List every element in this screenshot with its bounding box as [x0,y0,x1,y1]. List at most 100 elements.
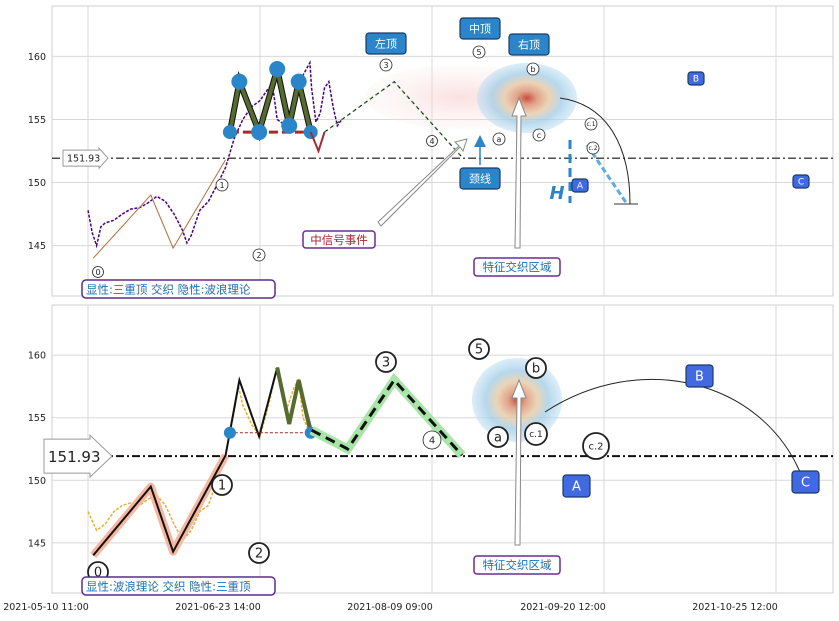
bottom-b-label: B [695,370,704,385]
top-middle-top-label-box [459,17,501,40]
top-wave-label-4: 4 [429,137,434,146]
bottom-pattern-point [223,426,236,439]
top-plot-area [51,5,834,297]
top-wave-label-0: 0 [95,268,100,277]
top-wave-label-c2: c.2 [588,145,597,152]
top-right-top-label: 右顶 [518,37,540,51]
top-wave-label-2-circle [252,248,266,262]
bottom-wave-label-4-circle [422,430,442,450]
bottom-wave-label-c2-circle [582,432,610,460]
top-b-label: B [693,75,699,85]
top-ytick-150: 150 [28,178,46,189]
top-wave-label-a-circle [492,132,506,146]
top-wave-label-0-circle [92,266,104,278]
top-wave-label-b: b [530,65,535,74]
bottom-c-label-box [791,470,820,494]
top-interleave-blob [477,63,577,133]
top-a-label: A [577,182,584,192]
top-left-top-label: 左顶 [375,37,397,50]
bottom-wave-label-b-circle [525,357,547,379]
top-signal-event-label: 中信号事件 [310,233,368,247]
bottom-reference-label-shape [43,433,113,479]
top-price-line [87,60,343,249]
bottom-zone-label: 特征交织区域 [483,558,552,572]
bottom-c-label: C [801,476,810,491]
top-zone-label: 特征交织区域 [483,260,552,274]
bottom-wave-label-c2: c.2 [588,442,603,453]
bottom-triple-top-line [275,367,313,434]
top-caption: 显性:三重顶 交织 隐性:波浪理论 [86,283,251,297]
top-projection-short [309,131,326,154]
bottom-wave-label-1: 1 [218,479,226,494]
bottom-caption-box [81,576,276,596]
bottom-wave-label-1-circle [211,474,233,496]
top-pattern-point [269,61,286,78]
top-wave-label-c2-circle [586,141,600,155]
top-wave-label-3-circle [379,58,393,72]
top-wave-label-4-circle [426,135,438,147]
top-left-top-label-box [365,32,407,55]
top-middle-top-label: 中顶 [469,22,491,35]
top-pattern-point [231,73,248,90]
bottom-zone-box [473,555,561,575]
top-zone-arrow [511,96,527,249]
top-wave-label-c-circle [532,128,546,142]
top-wave-label-5-circle [472,45,486,59]
bottom-ytick-150: 150 [28,476,46,487]
top-caption-box [81,279,276,299]
top-reference-label-shape [62,146,109,170]
top-wave-label-1-circle [215,178,229,192]
x-tick-label-2: 2021-08-09 09:00 [347,602,433,613]
bottom-wave-label-a: a [494,431,502,446]
bottom-wave-label-c1: c.1 [529,430,543,440]
bottom-wave-label-3: 3 [382,356,390,371]
bottom-a-label: A [572,480,581,495]
top-reference-label: 151.93 [67,154,100,165]
bottom-reference-label: 151.93 [48,448,101,466]
top-a-label-box [571,178,589,193]
top-wave-label-b-circle [526,62,540,76]
top-pattern-point [251,124,268,141]
top-wave-label-3: 3 [383,61,388,70]
top-projection-dash-green [324,80,463,158]
bottom-wave-label-b: b [532,362,540,377]
x-tick-label-4: 2021-10-25 12:00 [692,602,778,613]
bottom-ytick-160: 160 [28,351,46,362]
bottom-ytick-145: 145 [28,538,46,549]
top-ytick-155: 155 [28,115,46,126]
bottom-zone-arrow [511,378,527,546]
top-signal-arrow [377,138,468,227]
x-tick-label-3: 2021-09-20 12:00 [520,602,606,613]
bottom-caption: 显性:波浪理论 交织 隐性:三重顶 [86,580,251,594]
top-wave-label-c: c [537,131,541,140]
top-wave-label-a: a [497,135,502,144]
bottom-wave-label-2: 2 [255,547,263,562]
top-pattern-point [290,73,307,90]
top-wave-label-c1-circle [584,117,598,131]
top-pattern-point [281,117,298,134]
bottom-b-label-box [685,364,714,388]
top-c-label: C [798,178,804,188]
top-neckline-label: 颈线 [469,171,491,185]
x-tick-label-1: 2021-06-23 14:00 [175,602,261,613]
bottom-wave-label-2-circle [248,542,270,564]
top-ytick-145: 145 [28,241,46,252]
top-h-label: H [549,183,564,204]
bottom-wave-label-0: 0 [94,566,102,581]
bottom-plot-area [51,304,834,594]
top-wave-label-2: 2 [256,251,261,260]
top-c-label-box [792,174,810,189]
top-wave-line [92,159,227,259]
top-signal-event-box [302,230,376,249]
bottom-projection-line [310,377,464,457]
bottom-wave-label-3-circle [375,351,397,373]
bottom-wave-label-4: 4 [429,436,435,447]
top-wave-label-c1: c.1 [586,121,595,128]
x-tick-label-0: 2021-05-10 11:00 [3,602,89,613]
top-arc [559,97,631,205]
bottom-ytick-155: 155 [28,413,46,424]
bottom-a-label-box [562,474,591,498]
top-blue-target-line [585,144,629,205]
